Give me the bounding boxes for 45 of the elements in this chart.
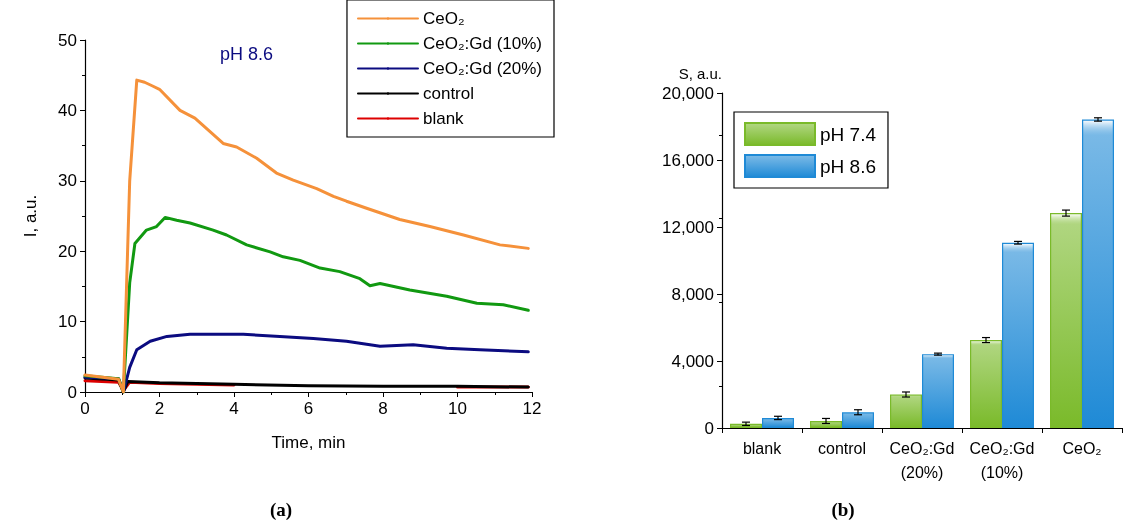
annotation: pH 8.6 <box>220 44 274 64</box>
x-tick-label: 2 <box>154 399 165 418</box>
legend-label: control <box>422 84 475 103</box>
y-tick-label: 8,000 <box>671 284 714 304</box>
y-tick-label: 30 <box>58 171 77 191</box>
y-tick-label: 0 <box>704 418 714 438</box>
y-tick-label: 20,000 <box>662 83 714 103</box>
x-tick-label: blank <box>742 439 783 457</box>
x-tick-label: 6 <box>303 399 314 418</box>
bar <box>970 340 1002 428</box>
text: (a) <box>269 499 293 521</box>
y-axis-title: S, a.u. <box>678 65 722 82</box>
legend-label: pH 8.6 <box>820 155 876 177</box>
y-tick-label: 10 <box>58 312 77 332</box>
legend-label: CeO₂ <box>422 9 465 28</box>
y-tick-label: 16,000 <box>662 150 714 170</box>
legend-label: pH 7.4 <box>820 123 877 145</box>
y-tick-label: 4,000 <box>671 351 714 371</box>
legend-label: CeO₂:Gd (10%) <box>422 34 543 53</box>
bar <box>890 394 922 428</box>
y-axis-title: I, a.u. <box>21 194 40 238</box>
x-tick-label: 12 <box>522 399 542 418</box>
x-tick-label: 8 <box>378 399 388 418</box>
bar <box>1050 213 1082 428</box>
y-tick-label: 0 <box>67 382 77 402</box>
y-tick-label: 12,000 <box>662 217 714 237</box>
y-tick-label: 50 <box>58 30 77 50</box>
legend-label: CeO₂:Gd (20%) <box>422 59 543 78</box>
bar <box>842 412 874 428</box>
x-tick-label: CeO₂:Gd (10%) <box>969 439 1035 481</box>
x-tick-label: CeO₂:Gd (20%) <box>889 439 955 481</box>
x-tick-label: CeO₂ <box>1062 439 1102 457</box>
bar <box>922 354 954 428</box>
legend-label: blank <box>422 109 465 128</box>
bar <box>1082 119 1114 428</box>
y-tick-label: 20 <box>58 241 77 261</box>
x-tick-label: 4 <box>229 399 239 418</box>
x-tick-label: control <box>817 439 867 457</box>
x-tick-label: 0 <box>80 399 90 418</box>
bar <box>762 417 794 428</box>
x-axis-title: Time, min <box>271 433 346 452</box>
bar <box>1002 242 1034 428</box>
text: (b) <box>831 499 855 521</box>
x-tick-label: 10 <box>448 399 467 418</box>
y-tick-label: 40 <box>58 100 77 120</box>
